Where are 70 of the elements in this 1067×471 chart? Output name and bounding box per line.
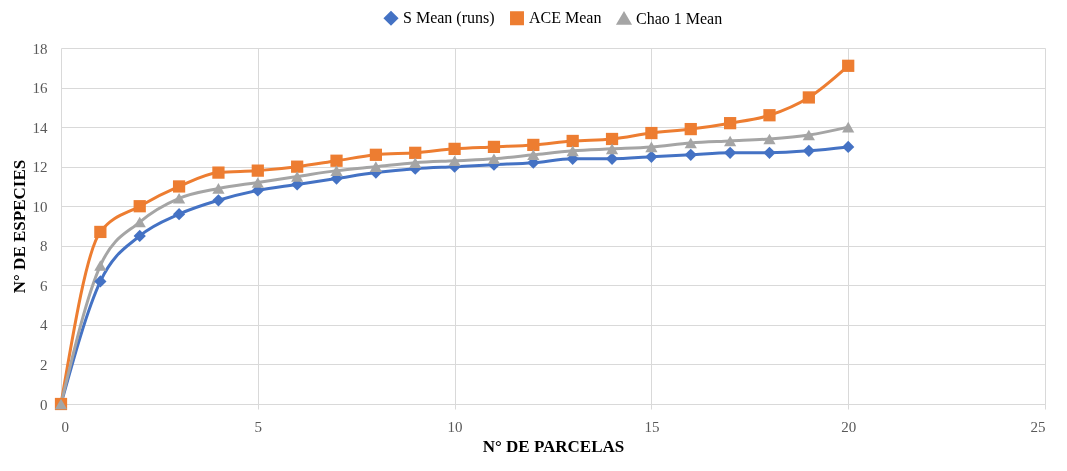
point: [172, 208, 186, 221]
point: [605, 152, 619, 165]
point: [94, 260, 107, 271]
legend-label: S Mean (runs): [403, 9, 495, 28]
point: [684, 148, 697, 161]
y-tick-label: 4: [40, 317, 48, 334]
y-tick-label: 6: [40, 277, 48, 294]
point: [487, 153, 501, 165]
point: [566, 145, 579, 157]
y-tick-label: 8: [40, 238, 48, 255]
point: [763, 146, 776, 159]
point: [251, 164, 264, 177]
point: [842, 59, 855, 72]
point: [409, 146, 422, 159]
point: [369, 148, 382, 161]
point: [842, 140, 855, 154]
point: [212, 166, 225, 179]
point: [330, 154, 343, 167]
point: [94, 225, 107, 239]
x-tick-label: 20: [841, 418, 857, 435]
point: [212, 183, 225, 194]
x-tick-label: 25: [1030, 418, 1046, 435]
point: [527, 149, 540, 161]
point: [172, 193, 186, 204]
legend-label: ACE Mean: [529, 9, 602, 27]
point: [724, 135, 737, 147]
y-axis-title: N° DE ESPECIES: [9, 159, 29, 294]
point: [763, 133, 776, 145]
y-tick-label: 14: [32, 119, 48, 136]
point: [133, 200, 146, 213]
point: [605, 132, 619, 146]
point: [94, 275, 107, 288]
point: [802, 129, 815, 141]
point: [842, 121, 855, 133]
point: [448, 142, 461, 155]
y-tick-label: 16: [32, 80, 48, 97]
point: [291, 160, 304, 173]
y-tick-label: 2: [40, 356, 48, 373]
y-tick-label: 0: [40, 396, 48, 413]
x-tick-label: 5: [254, 418, 263, 435]
point: [172, 180, 186, 193]
point: [802, 91, 815, 104]
point: [291, 171, 304, 182]
point: [566, 134, 579, 148]
point: [645, 126, 658, 140]
y-tick-label: 18: [32, 40, 48, 57]
point: [212, 194, 225, 207]
x-tick-label: 15: [644, 418, 660, 435]
point: [251, 177, 264, 188]
point: [684, 122, 697, 136]
point: [448, 155, 461, 167]
point: [369, 161, 382, 172]
point: [724, 146, 737, 159]
point: [487, 140, 501, 154]
point: [724, 117, 737, 130]
y-tick-label: 10: [32, 198, 48, 215]
x-tick-label: 10: [447, 418, 463, 435]
point: [527, 138, 540, 152]
point: [133, 229, 146, 243]
x-tick-label: 0: [61, 418, 69, 435]
point: [763, 109, 776, 122]
point: [684, 137, 697, 149]
point: [802, 144, 815, 157]
x-axis-title: N° DE PARCELAS: [482, 436, 625, 456]
point: [330, 165, 343, 176]
point: [645, 141, 658, 153]
y-tick-label: 12: [32, 159, 48, 176]
legend-label: Chao 1 Mean: [636, 9, 723, 27]
point: [409, 157, 422, 169]
point: [605, 143, 619, 155]
